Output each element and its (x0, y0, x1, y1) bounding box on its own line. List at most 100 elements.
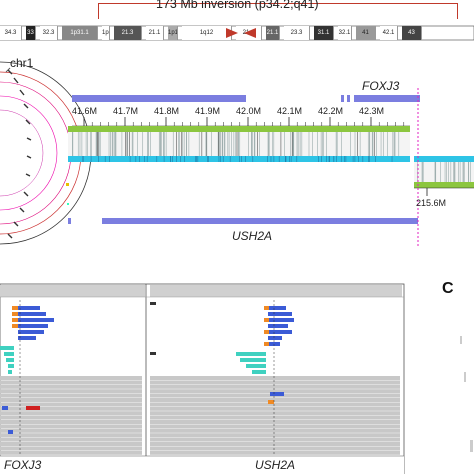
read-track-top (68, 132, 410, 156)
tick-label-bottom: 215.6M (416, 198, 447, 208)
inversion-bracket-line (98, 3, 458, 4)
aligned-read (0, 380, 142, 385)
top-tick-label: 41.6M (72, 106, 98, 116)
discordant-read (252, 370, 266, 374)
aligned-read (0, 384, 142, 389)
ideogram-band: 1p1.1 (168, 26, 178, 40)
gene-bar-top-small-2 (347, 95, 350, 102)
aligned-read (0, 442, 142, 446)
discordant-read (0, 346, 14, 350)
top-tick-label: 42.1M (277, 106, 303, 116)
soft-clip (264, 318, 269, 322)
ideogram-band: 43 (402, 26, 422, 40)
aligned-read (0, 398, 142, 402)
aligned-read (0, 433, 142, 438)
top-tick-label: 41.8M (154, 106, 180, 116)
discordant-read (236, 352, 266, 356)
split-read (2, 406, 8, 410)
gene-bar-top-small-1 (341, 95, 344, 102)
coverage-right (150, 285, 402, 297)
ideogram-band: 32.1 (338, 26, 352, 40)
aligned-read (150, 450, 400, 455)
panel-c-mark-1 (460, 336, 462, 344)
aligned-read (0, 376, 142, 380)
aligned-read (0, 402, 142, 407)
soft-clip (264, 306, 269, 310)
ideogram-band: 42.1 (380, 26, 398, 40)
top-tick-label: 42.2M (318, 106, 344, 116)
inversion-bracket-left-tick (98, 3, 99, 19)
aligned-read (0, 415, 142, 420)
track-label-mark (150, 352, 156, 355)
split-read (268, 324, 288, 328)
discordant-read (8, 370, 12, 374)
discordant-read (8, 364, 14, 368)
chr1-pointer (5, 67, 11, 73)
ideogram-band: 33 (26, 26, 36, 40)
aligned-read (0, 424, 142, 429)
circos-plot (0, 61, 92, 245)
soft-clip (12, 312, 18, 316)
inversion-bracket-right-tick (457, 3, 458, 19)
left-marker-yellow (66, 183, 69, 186)
split-read (268, 330, 292, 334)
aligned-read (150, 406, 400, 411)
read-lines-right (417, 162, 471, 182)
aligned-read (150, 428, 400, 433)
soft-clip (264, 342, 269, 346)
aligned-read (150, 446, 400, 451)
aligned-read (150, 389, 400, 394)
aligned-read (0, 450, 142, 455)
centromere-marker (244, 28, 256, 38)
ideogram-band: 21.1 (266, 26, 280, 40)
ideogram-band: 32.3 (40, 26, 58, 40)
aligned-read (150, 384, 400, 389)
cyan-track-top (68, 156, 410, 162)
ideogram-band: 21.1 (146, 26, 164, 40)
cyan-track-right (414, 156, 474, 162)
top-tick-label: 41.7M (113, 106, 139, 116)
aligned-read (150, 442, 400, 446)
ideogram-band: 34.3 (0, 26, 22, 40)
gene-label-bottom: USH2A (232, 229, 273, 243)
aligned-read (0, 446, 142, 451)
soft-clip (12, 318, 18, 322)
chromosome-label: chr1 (10, 56, 34, 70)
aligned-read (150, 398, 400, 402)
panel-c-mark-2 (464, 372, 466, 382)
split-read (268, 312, 292, 316)
gene-bar-top-right (354, 95, 420, 102)
discordant-read (246, 364, 266, 368)
read-lines-top (72, 132, 400, 156)
gene-bar-bottom (102, 218, 418, 224)
split-read (268, 306, 286, 310)
mismatch-read (26, 406, 40, 410)
aligned-read (0, 437, 142, 442)
split-read (18, 324, 48, 328)
discordant-read (240, 358, 266, 362)
igv-left-label: FOXJ3 (4, 458, 42, 472)
green-track-right (414, 182, 474, 188)
split-read (18, 330, 44, 334)
split-read (270, 392, 284, 396)
ideogram-band: 1p31.1 (62, 26, 98, 40)
centromere-marker (226, 28, 238, 38)
aligned-read (150, 437, 400, 442)
aligned-read (0, 389, 142, 394)
split-read (18, 306, 40, 310)
ideogram-band: 21.3 (114, 26, 142, 40)
gene-bar-top-left (72, 95, 246, 102)
soft-clip (264, 330, 269, 334)
igv-right-label: USH2A (255, 458, 296, 472)
panel-c-letter: C (442, 280, 454, 297)
inversion-title: 173 Mb inversion (p34.2;q41) (156, 0, 319, 11)
top-tick-label: 41.9M (195, 106, 221, 116)
igv-left-reads (0, 306, 142, 455)
gene-label-top: FOXJ3 (362, 79, 400, 93)
ideogram-band: 23.3 (284, 26, 310, 40)
aligned-read (150, 415, 400, 420)
panel-c-mark-3 (470, 440, 473, 452)
track-label-mark (150, 302, 156, 305)
